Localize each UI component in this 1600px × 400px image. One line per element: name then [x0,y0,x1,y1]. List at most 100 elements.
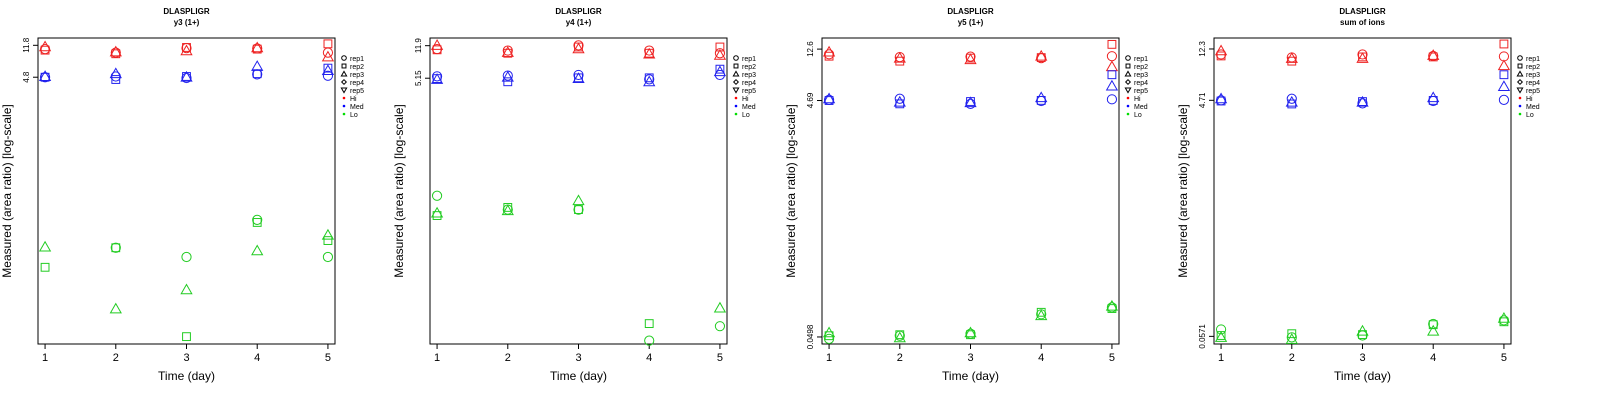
data-point-med [503,77,513,87]
data-point-lo [714,321,726,332]
data-point-lo [323,236,333,245]
data-point-med [573,69,584,81]
legend-label: rep1 [1526,56,1540,63]
legend-marker-triangle-down [1516,87,1524,94]
legend-label: Med [1526,104,1540,111]
chart-panel-2: DLASPLIGR y4 (1+) Measured (area ratio) [l… [392,7,756,383]
data-point-med [1498,94,1510,105]
data-point-lo [822,326,836,338]
data-point-hi [109,45,122,57]
legend-label: rep2 [1134,64,1148,71]
legend-marker-diamond [732,78,740,86]
data-point-med [1106,94,1118,105]
data-point-med [1214,92,1228,104]
data-point-hi [822,45,836,57]
data-point-lo [38,240,52,252]
legend-dot-lo [342,112,346,116]
data-point-lo [574,205,583,214]
y-tick-label: 4.8 [22,71,31,83]
legend-marker-circle [1125,55,1131,61]
data-point-lo [1499,317,1509,327]
data-point-lo [110,242,121,253]
data-point-lo [895,330,905,340]
legend-label: Lo [1526,112,1534,119]
data-point-hi [1216,51,1226,61]
data-point-hi [965,51,976,62]
legend-marker-triangle-up [732,70,740,77]
legend-label: rep3 [350,72,364,79]
chart-title: DLASPLIGR [1339,7,1385,16]
x-tick-label: 5 [717,352,723,364]
legend-label: Hi [1526,96,1533,103]
legend-marker-triangle-down [340,87,348,94]
data-point-med [322,70,334,81]
legend-marker-square [341,63,347,69]
chart-subtitle: y4 (1+) [566,18,592,27]
data-point-hi [40,45,50,55]
y-tick-label: 12.6 [806,41,815,57]
x-tick-label: 1 [1218,352,1224,364]
data-point-med [111,75,121,84]
data-point-lo [109,302,122,314]
data-point-lo [1497,312,1511,323]
data-point-med [39,72,51,83]
data-point-hi [1357,49,1368,60]
x-tick-label: 4 [646,352,652,364]
data-point-lo [1285,333,1298,344]
data-point-hi [1358,52,1367,62]
data-point-lo [824,331,834,341]
data-point-hi [1285,52,1298,63]
legend-marker-square [733,63,739,69]
data-point-lo [182,332,191,342]
data-point-med [1499,70,1509,80]
legend-label: rep5 [350,88,364,95]
plot-frame [37,37,336,345]
y-tick-label: 4.69 [806,92,815,108]
chart-subtitle: y5 (1+) [958,18,984,27]
legend-dot-med [1126,104,1130,108]
legend-marker-square [1517,63,1523,69]
data-point-hi [572,42,585,54]
data-point-hi [823,49,835,60]
legend-marker-triangle-up [1516,70,1524,77]
data-point-hi [430,39,444,50]
data-point-lo [1105,299,1119,311]
data-point-hi [38,40,52,52]
x-tick-label: 3 [967,352,973,364]
legend-label: Lo [742,112,750,119]
legend-dot-lo [1518,112,1522,116]
data-point-lo [40,262,50,272]
data-point-hi [1427,49,1440,60]
legend-dot-med [734,104,738,108]
data-point-lo [644,319,654,329]
data-point-lo [322,251,334,263]
data-point-hi [1287,56,1297,66]
legend-label: rep5 [742,88,756,95]
data-point-lo [252,218,262,227]
data-point-med [965,98,976,109]
data-point-med [1105,79,1119,91]
data-point-lo [893,331,906,343]
data-point-med [1035,91,1048,103]
legend-label: rep4 [350,80,364,87]
data-point-lo [430,206,444,218]
data-point-hi [643,47,656,59]
data-point-lo [1428,320,1438,330]
legend-label: rep4 [1134,80,1148,87]
legend-label: rep1 [742,56,756,63]
data-point-hi [251,41,264,53]
data-point-lo [1287,329,1297,339]
x-tick-label: 1 [826,352,832,364]
legend-marker-circle [733,55,739,61]
chart-subtitle: sum of ions [1340,18,1385,27]
data-point-hi [1356,52,1369,63]
legend-label: Hi [1134,96,1141,103]
data-point-med [501,70,514,82]
data-point-hi [714,48,726,59]
data-point-med [893,95,906,107]
x-tick-label: 5 [325,352,331,364]
x-axis-label: Time (day) [158,369,215,383]
legend-label: rep2 [742,64,756,71]
data-point-lo [252,214,263,225]
